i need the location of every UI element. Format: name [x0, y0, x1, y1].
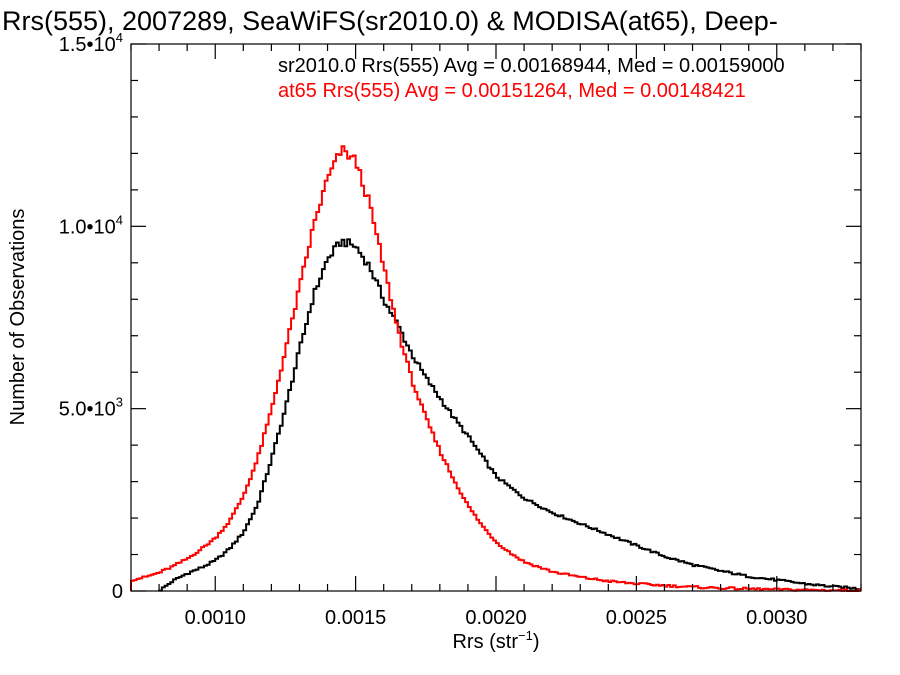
- series-line-0: [158, 238, 861, 592]
- x-tick-label: 0.0010: [185, 607, 246, 629]
- x-tick-label: 0.0015: [325, 607, 386, 629]
- x-axis-label-superscript: −1: [518, 628, 533, 643]
- axis-ticks: [130, 43, 862, 592]
- plot-series: [130, 145, 861, 592]
- axis-tick-labels: 0.0010 0.0015 0.0020 0.0025 0.0030 0 5.0•103 1.…: [59, 30, 808, 629]
- y-axis-label: Number of Observations: [7, 209, 29, 426]
- x-tick-label: 0.0025: [606, 607, 667, 629]
- x-axis-label: Rrs (str−1): [452, 628, 539, 653]
- chart-title: Rrs(555), 2007289, SeaWiFS(sr2010.0) & M…: [2, 6, 778, 36]
- legend-entry-at65: at65 Rrs(555) Avg = 0.00151264, Med = 0.…: [278, 80, 746, 102]
- y-tick-label: 1.0•104: [59, 212, 123, 238]
- y-tick-label: 1.5•104: [59, 30, 123, 56]
- y-tick-label: 0: [112, 581, 123, 603]
- legend-entry-sr2010: sr2010.0 Rrs(555) Avg = 0.00168944, Med …: [278, 55, 785, 77]
- plot-frame: [130, 43, 862, 592]
- x-axis-label-text: Rrs (str: [452, 631, 518, 653]
- x-axis-label-close: ): [533, 631, 540, 653]
- x-tick-label: 0.0030: [746, 607, 807, 629]
- series-line-1: [130, 145, 861, 592]
- y-tick-label: 5.0•103: [59, 395, 123, 421]
- x-tick-label: 0.0020: [465, 607, 526, 629]
